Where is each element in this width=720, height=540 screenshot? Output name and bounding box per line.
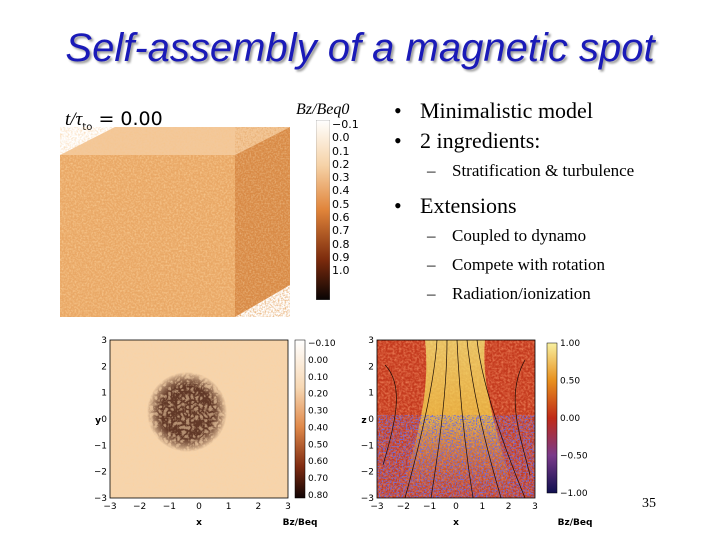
slice-right-ytick: −2 <box>361 468 374 478</box>
subbullet-stratification: Stratification & turbulence <box>392 156 712 185</box>
slice-left-colorbar-tick: 0.70 <box>308 474 328 484</box>
slice-left-ytick: 3 <box>101 336 107 346</box>
cube-colorbar-tick: 0.6 <box>332 211 350 225</box>
cube-colorbar-tick: 0.2 <box>332 157 350 171</box>
cube-colorbar-title: Bz/Beq0 <box>296 101 350 118</box>
slide-title: Self-assembly of a magnetic spot <box>65 26 655 70</box>
slice-right-colorbar <box>546 342 558 494</box>
slice-right-ytick: 3 <box>368 336 374 346</box>
slice-right-xtick: 2 <box>506 502 512 512</box>
slice-left-xtick: 3 <box>285 502 291 512</box>
cube-colorbar-tick: 0.3 <box>332 171 350 185</box>
slice-left-colorbar-tick: 0.10 <box>308 373 328 383</box>
slice-left-ytick: −1 <box>95 441 107 451</box>
slice-left-xtick: 1 <box>226 502 232 512</box>
slice-right-xtick: 0 <box>453 502 459 512</box>
slice-left-figure: −3−3 −2 −2 −1 −1 0 0 1 1 2 2 3 3 −0.10 0.00 0.10 0.20 0.… <box>95 336 336 528</box>
slice-right-colorbar-label: Bz/Beq <box>558 518 593 528</box>
slice-left-colorbar-tick: 0.40 <box>308 423 328 433</box>
slice-right-xtick: 3 <box>532 502 538 512</box>
bullet-ingredients: 2 ingredients: <box>392 126 712 156</box>
slice-left-ytick: 0 <box>101 415 107 425</box>
field-lines <box>382 339 531 499</box>
slice-left-ytick: 2 <box>101 362 107 372</box>
cube-colorbar-tick: 0.0 <box>332 131 350 145</box>
slice-left-colorbar <box>294 339 306 499</box>
slice-right-ytick: 0 <box>368 415 374 425</box>
cube-colorbar-tick: 0.4 <box>332 184 350 198</box>
cube-colorbar-ticks: −0.1 0.0 0.1 0.2 0.3 0.4 0.5 0.6 0.7 0.8 0.9 1.0 <box>332 118 359 278</box>
time-label: t/τto = 0.00 <box>65 108 163 133</box>
slice-right-xtick: −3 <box>370 502 383 512</box>
slice-left-xtick: −2 <box>133 502 146 512</box>
slice-left-colorbar-tick: 0.20 <box>308 390 328 400</box>
slice-right-ytick: 1 <box>368 389 374 399</box>
slice-left-xtick: −1 <box>163 502 176 512</box>
cube-colorbar-tick: 0.9 <box>332 250 350 264</box>
slice-right-colorbar-tick: 1.00 <box>560 339 580 349</box>
slice-left-xtick: 2 <box>255 502 261 512</box>
slice-left-colorbar-tick: 0.50 <box>308 440 328 450</box>
subbullet-dynamo: Coupled to dynamo <box>392 221 712 250</box>
subbullet-rotation: Compete with rotation <box>392 250 712 279</box>
slice-right-xtick: 1 <box>479 502 485 512</box>
slice-left-xtick: 0 <box>196 502 202 512</box>
cube-colorbar-tick: −0.1 <box>332 118 359 131</box>
slice-left-ytick: −3 <box>95 494 107 504</box>
slice-right-ytick: −3 <box>361 494 374 504</box>
cube-colorbar-tick: 1.0 <box>332 264 350 278</box>
subbullet-radiation: Radiation/ionization <box>392 279 712 308</box>
slice-left-ylabel: y <box>95 416 101 426</box>
slice-left-colorbar-tick: 0.60 <box>308 457 328 467</box>
bullet-list: Minimalistic model 2 ingredients: Strati… <box>392 96 712 308</box>
slice-right-xtick: −1 <box>423 502 436 512</box>
cube-colorbar-tick: 0.8 <box>332 237 350 251</box>
slice-right-colorbar-tick: −1.00 <box>560 489 588 499</box>
slice-right-xlabel: x <box>453 518 459 528</box>
slice-right-ytick: −1 <box>361 441 374 451</box>
slice-right-colorbar-tick: −0.50 <box>560 452 588 462</box>
slice-left-colorbar-tick: 0.00 <box>308 356 328 366</box>
slice-left-colorbar-tick: −0.10 <box>308 339 336 349</box>
bullet-minimalistic-model: Minimalistic model <box>392 96 712 126</box>
cube-figure <box>60 127 290 317</box>
page-number: 35 <box>642 496 656 511</box>
cube-colorbar <box>316 120 330 300</box>
slice-left-xlabel: x <box>196 518 202 528</box>
cube-colorbar-tick: 0.7 <box>332 224 350 238</box>
slice-right-figure: −3−3 −2 −2 −1 −1 0 0 1 1 2 2 3 3 1.00 0.50 0.00 −0.50 −1… <box>361 336 593 528</box>
slice-right-xtick: −2 <box>397 502 410 512</box>
slice-left-colorbar-label: Bz/Beq <box>283 518 318 528</box>
slice-right-colorbar-tick: 0.00 <box>560 414 580 424</box>
slice-left-colorbar-tick: 0.80 <box>308 491 328 501</box>
slice-right-ytick: 2 <box>368 362 374 372</box>
slice-left-ytick: 1 <box>101 389 107 399</box>
slice-left-colorbar-tick: 0.30 <box>308 407 328 417</box>
slice-left-ytick: −2 <box>95 468 107 478</box>
cube-colorbar-tick: 0.5 <box>332 197 350 211</box>
slice-right-colorbar-tick: 0.50 <box>560 377 580 387</box>
bullet-extensions: Extensions <box>392 191 712 221</box>
slice-left-xtick: −3 <box>103 502 116 512</box>
cube-colorbar-tick: 0.1 <box>332 144 350 158</box>
slice-right-ylabel: z <box>361 416 366 426</box>
